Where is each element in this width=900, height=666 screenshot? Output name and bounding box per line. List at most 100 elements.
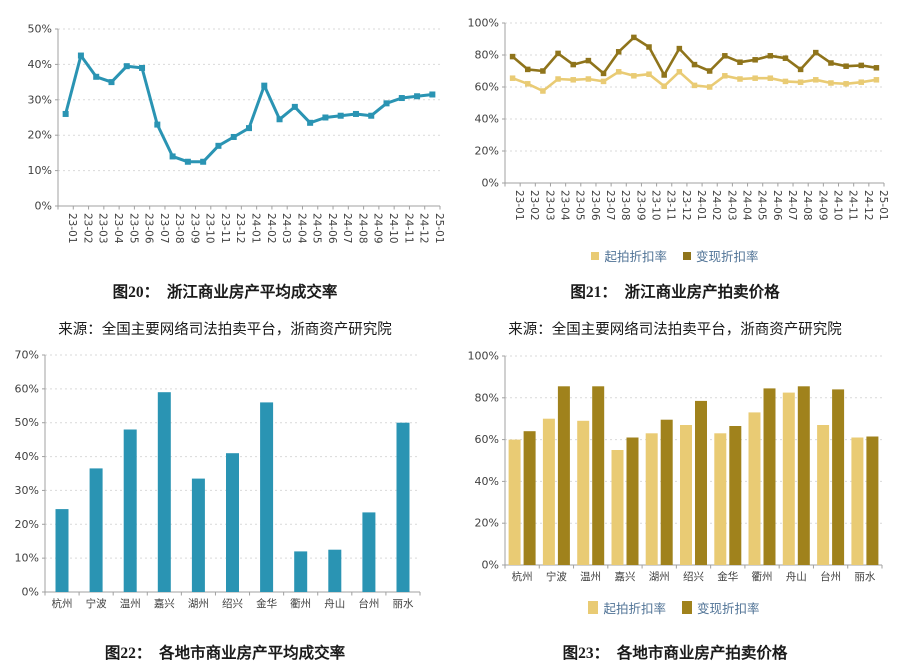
svg-text:40%: 40% — [475, 475, 499, 488]
svg-text:40%: 40% — [475, 113, 499, 126]
legend-swatch-icon — [683, 251, 691, 260]
svg-text:80%: 80% — [475, 49, 499, 62]
svg-text:0%: 0% — [482, 559, 499, 572]
svg-text:25-01: 25-01 — [877, 190, 889, 221]
svg-text:23-10: 23-10 — [204, 213, 216, 244]
legend-label: 变现折扣率 — [697, 602, 760, 616]
legend-label: 起拍折扣率 — [604, 250, 667, 264]
svg-text:24-09: 24-09 — [816, 190, 828, 221]
svg-text:24-08: 24-08 — [356, 213, 368, 244]
svg-text:衢州: 衢州 — [290, 598, 311, 610]
svg-text:湖州: 湖州 — [188, 598, 209, 610]
svg-text:24-02: 24-02 — [265, 213, 277, 244]
svg-text:嘉兴: 嘉兴 — [614, 570, 635, 583]
svg-text:80%: 80% — [475, 391, 499, 404]
svg-text:23-09: 23-09 — [188, 213, 200, 244]
svg-text:50%: 50% — [28, 23, 52, 36]
svg-text:24-02: 24-02 — [710, 190, 722, 221]
svg-text:23-09: 23-09 — [634, 190, 646, 221]
svg-text:丽水: 丽水 — [854, 571, 875, 583]
svg-text:23-04: 23-04 — [559, 190, 571, 221]
legend-item: 起拍折扣率 — [591, 246, 667, 265]
svg-text:24-03: 24-03 — [725, 190, 737, 221]
svg-text:23-05: 23-05 — [574, 190, 586, 221]
svg-text:23-02: 23-02 — [528, 190, 540, 221]
svg-text:23-01: 23-01 — [66, 213, 78, 244]
svg-text:23-12: 23-12 — [680, 190, 692, 221]
svg-text:0%: 0% — [482, 177, 499, 190]
svg-text:24-01: 24-01 — [695, 190, 707, 221]
svg-text:24-10: 24-10 — [387, 213, 399, 244]
svg-text:24-12: 24-12 — [862, 190, 874, 221]
fig22-caption: 图22： 各地市商业房产平均成交率 — [104, 645, 346, 662]
legend-label: 变现折扣率 — [696, 250, 759, 264]
svg-text:23-07: 23-07 — [604, 190, 616, 221]
fig23-bar-chart: 0% 20% 40% 60% 80% 100% 杭州 宁波 温州 嘉兴 湖州 绍兴 金华 衢州 舟山 台州 丽水 — [468, 350, 883, 583]
svg-text:23-12: 23-12 — [234, 213, 246, 244]
svg-text:23-01: 23-01 — [513, 190, 525, 221]
svg-text:23-06: 23-06 — [143, 213, 155, 244]
fig23-caption: 图23： 各地市商业房产拍卖价格 — [562, 645, 788, 662]
fig23-legend: 起拍折扣率 变现折扣率 — [452, 598, 896, 617]
svg-text:100%: 100% — [468, 350, 499, 363]
fig21-caption: 图21： 浙江商业房产拍卖价格 — [570, 284, 780, 301]
svg-text:温州: 温州 — [580, 571, 601, 583]
fig21-legend: 起拍折扣率 变现折扣率 — [450, 246, 900, 265]
legend-swatch-icon — [588, 601, 599, 614]
svg-text:40%: 40% — [28, 58, 52, 71]
legend-item: 变现折扣率 — [683, 246, 759, 265]
svg-text:10%: 10% — [15, 552, 39, 565]
svg-text:24-09: 24-09 — [372, 213, 384, 244]
svg-text:嘉兴: 嘉兴 — [154, 597, 175, 610]
svg-text:24-11: 24-11 — [847, 190, 859, 221]
legend-swatch-icon — [591, 251, 600, 260]
svg-text:绍兴: 绍兴 — [683, 570, 704, 583]
svg-text:宁波: 宁波 — [86, 597, 107, 610]
svg-text:杭州: 杭州 — [512, 570, 533, 583]
legend-swatch-icon — [682, 601, 692, 614]
fig20-source: 来源：全国主要网络司法拍卖平台，浙商资产研究院 — [58, 322, 392, 338]
svg-text:20%: 20% — [475, 145, 499, 158]
svg-text:60%: 60% — [15, 382, 39, 395]
svg-text:24-04: 24-04 — [740, 190, 752, 221]
svg-text:0%: 0% — [35, 200, 52, 213]
svg-text:台州: 台州 — [820, 570, 841, 583]
svg-text:24-01: 24-01 — [250, 213, 262, 244]
fig20-line-chart: 0%10%20%30%40%50%23-01 23-02 23-03 23-04 23-… — [28, 23, 445, 244]
svg-text:23-08: 23-08 — [619, 190, 631, 221]
svg-text:24-06: 24-06 — [326, 213, 338, 244]
svg-text:24-11: 24-11 — [402, 213, 414, 244]
svg-text:24-06: 24-06 — [771, 190, 783, 221]
svg-text:23-02: 23-02 — [81, 213, 93, 244]
svg-text:台州: 台州 — [358, 597, 379, 610]
svg-text:24-05: 24-05 — [311, 213, 323, 244]
svg-text:24-04: 24-04 — [295, 213, 307, 244]
svg-text:40%: 40% — [15, 450, 39, 463]
svg-text:24-07: 24-07 — [341, 213, 353, 244]
svg-text:30%: 30% — [15, 484, 39, 497]
fig21-line-chart: 0%20%40%60%80%100%23-01 23-02 23-03 23-04 23… — [468, 17, 889, 221]
svg-text:24-03: 24-03 — [280, 213, 292, 244]
svg-text:20%: 20% — [28, 129, 52, 142]
fig22-bar-chart: 0% 10% 20% 30% 40% 50% 60% 70% 杭州 宁波 温州 嘉兴 湖州 绍兴 金华 衢州 舟… — [15, 349, 421, 610]
svg-text:24-10: 24-10 — [831, 190, 843, 221]
svg-text:舟山: 舟山 — [786, 570, 807, 583]
svg-text:23-06: 23-06 — [589, 190, 601, 221]
svg-text:24-07: 24-07 — [786, 190, 798, 221]
svg-text:23-07: 23-07 — [158, 213, 170, 244]
svg-text:23-04: 23-04 — [112, 213, 124, 244]
svg-text:23-03: 23-03 — [543, 190, 555, 221]
svg-text:20%: 20% — [475, 517, 499, 530]
svg-text:0%: 0% — [22, 586, 39, 599]
svg-text:25-01: 25-01 — [433, 213, 445, 244]
svg-text:24-05: 24-05 — [756, 190, 768, 221]
legend-label: 起拍折扣率 — [603, 602, 666, 616]
svg-text:20%: 20% — [15, 518, 39, 531]
svg-text:23-08: 23-08 — [173, 213, 185, 244]
svg-text:金华: 金华 — [717, 570, 738, 583]
svg-text:金华: 金华 — [256, 597, 277, 610]
svg-text:100%: 100% — [468, 17, 499, 30]
svg-text:23-11: 23-11 — [219, 213, 231, 244]
svg-text:丽水: 丽水 — [392, 598, 413, 610]
